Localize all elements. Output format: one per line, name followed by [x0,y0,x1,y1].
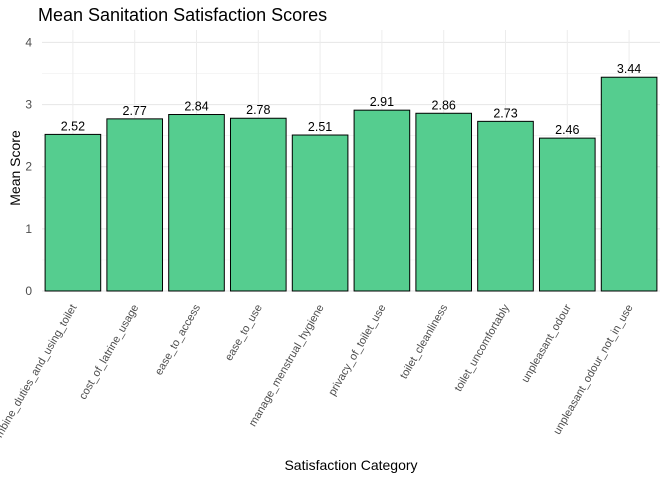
bars [44,76,658,292]
value-label: 2.52 [61,119,85,133]
x-tick-label: toilet_uncomfortably [452,302,512,394]
bar-cost_of_latrine_usage [106,118,164,292]
value-label: 2.84 [184,100,208,114]
y-axis-ticks: 0 1 2 3 4 [25,35,32,298]
x-axis-title: Satisfaction Category [284,457,417,473]
bar-toilet_uncomfortably [477,120,534,292]
x-tick-label: combine_duties_and_using_toilet [0,303,79,450]
bar-combine_duties_and_using_toilet [44,133,102,292]
value-label: 2.78 [246,103,270,117]
value-label: 3.44 [617,62,641,76]
x-tick-label: ease_to_access [153,302,203,377]
y-tick-label: 4 [25,35,32,49]
value-labels: 2.52 2.77 2.84 2.78 2.51 2.91 2.86 2.73 2.46 3.44 [61,62,642,137]
bar-manage_menstrual_hygiene [291,134,349,292]
bar-unpleasant_odour_not_in_use [600,76,658,292]
value-label: 2.91 [370,95,394,109]
x-tick-label: ease_to_use [223,303,265,364]
bar-ease_to_access [168,114,225,292]
bar-privacy_of_toilet_use [353,109,411,292]
y-tick-label: 3 [25,98,32,112]
y-axis-title: Mean Score [7,130,23,206]
y-tick-label: 0 [25,284,32,298]
x-tick-label: toilet_cleanliness [398,302,451,381]
x-tick-label: manage_menstrual_hygiene [247,303,327,429]
x-tick-label: unpleasant_odour [519,302,574,385]
bar-toilet_cleanliness [415,112,473,292]
y-tick-label: 1 [25,222,32,236]
value-label: 2.46 [555,123,579,137]
x-tick-label: cost_of_latrine_usage [77,303,141,402]
value-label: 2.86 [432,98,456,112]
x-tick-label: privacy_of_toilet_use [326,303,388,398]
value-label: 2.77 [123,104,147,118]
value-label: 2.51 [308,120,332,134]
bar-ease_to_use [229,117,287,292]
y-tick-label: 2 [25,160,32,174]
x-axis-ticks: combine_duties_and_using_toiletcost_of_l… [0,302,636,450]
value-label: 2.73 [493,106,517,120]
bar-unpleasant_odour [538,137,596,292]
chart-title: Mean Sanitation Satisfaction Scores [38,5,328,25]
